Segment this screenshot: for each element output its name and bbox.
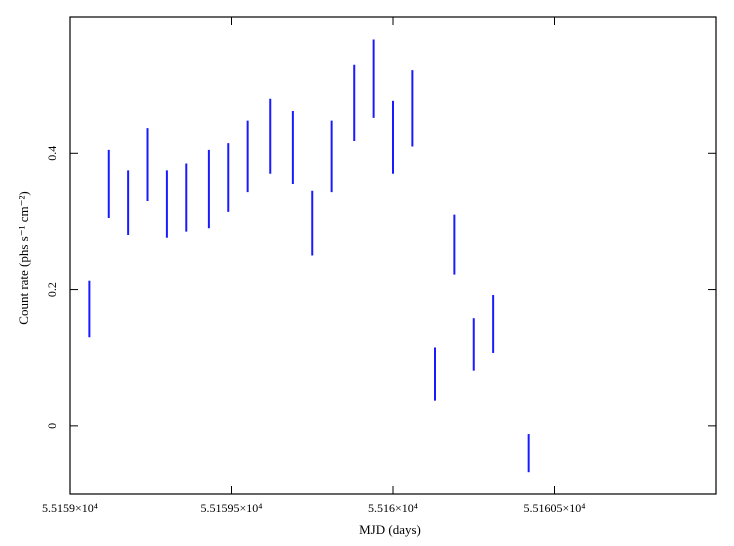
y-tick-label: 0.2 bbox=[45, 282, 59, 297]
x-axis-ticks: 5.5159×10⁴ 5.51595×10⁴ 5.516×10⁴ 5.51605×10… bbox=[42, 17, 585, 515]
error-bars bbox=[88, 39, 530, 473]
plot-frame bbox=[69, 16, 717, 495]
y-axis-title: Count rate (phs s⁻¹ cm⁻²) bbox=[16, 191, 31, 324]
x-tick-label: 5.516×10⁴ bbox=[368, 501, 418, 515]
y-tick-label: 0 bbox=[45, 423, 59, 429]
x-tick-label: 5.5159×10⁴ bbox=[42, 501, 98, 515]
x-tick-label: 5.51595×10⁴ bbox=[201, 501, 263, 515]
x-tick-label: 5.51605×10⁴ bbox=[524, 501, 586, 515]
y-tick-label: 0.4 bbox=[45, 146, 59, 161]
x-axis-title: MJD (days) bbox=[359, 522, 421, 537]
y-axis-ticks: 0 0.2 0.4 bbox=[45, 146, 716, 429]
